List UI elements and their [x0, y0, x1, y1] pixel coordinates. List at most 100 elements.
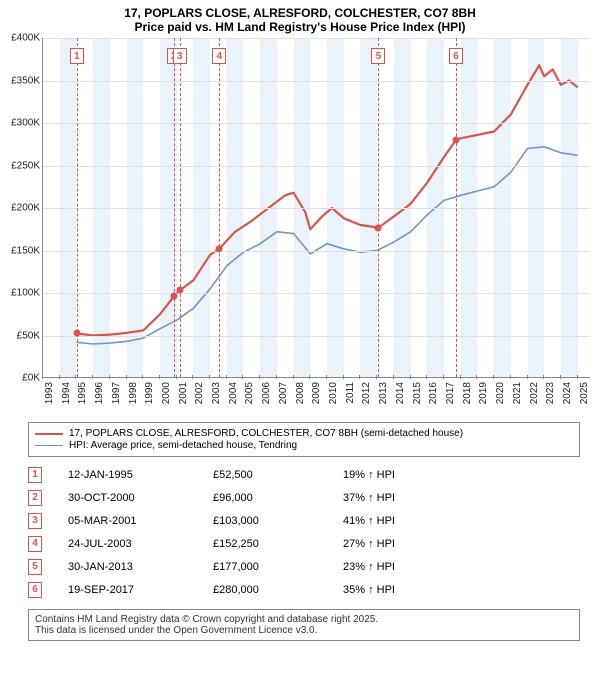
gridline	[43, 81, 590, 82]
sales-marker: 3	[28, 513, 42, 529]
x-tick-label: 2007	[278, 382, 289, 404]
x-tick-label: 2021	[512, 382, 523, 404]
sales-marker: 5	[28, 559, 42, 575]
title-line-1: 17, POPLARS CLOSE, ALRESFORD, COLCHESTER…	[0, 6, 600, 20]
sales-row: 112-JAN-1995£52,50019% ↑ HPI	[28, 463, 580, 486]
x-tick	[510, 375, 511, 379]
chart-area: £0K£50K£100K£150K£200K£250K£300K£350K£40…	[0, 38, 600, 418]
gridline	[43, 166, 590, 167]
sale-point	[176, 287, 183, 294]
event-marker: 1	[70, 48, 84, 64]
x-tick	[443, 375, 444, 379]
sales-date: 19-SEP-2017	[68, 584, 213, 596]
plot-area: 123456	[42, 38, 590, 378]
x-axis: 1993199419951996199719981999200020012002…	[42, 378, 590, 418]
x-tick-label: 2016	[428, 382, 439, 404]
sales-price: £52,500	[213, 469, 343, 481]
sales-price: £96,000	[213, 492, 343, 504]
sales-row: 230-OCT-2000£96,00037% ↑ HPI	[28, 486, 580, 509]
x-tick-label: 2009	[311, 382, 322, 404]
footer-line-1: Contains HM Land Registry data © Crown c…	[35, 614, 573, 625]
x-tick-label: 2013	[378, 382, 389, 404]
sales-delta: 19% ↑ HPI	[343, 469, 503, 481]
x-tick-label: 2005	[244, 382, 255, 404]
x-tick-label: 2022	[529, 382, 540, 404]
x-tick	[359, 375, 360, 379]
sales-date: 30-OCT-2000	[68, 492, 213, 504]
legend-swatch	[35, 433, 63, 435]
series-hpi	[76, 147, 577, 344]
x-tick-label: 1999	[144, 382, 155, 404]
sales-row: 305-MAR-2001£103,00041% ↑ HPI	[28, 509, 580, 532]
x-tick-label: 2014	[395, 382, 406, 404]
x-tick-label: 2024	[562, 382, 573, 404]
sales-date: 30-JAN-2013	[68, 561, 213, 573]
x-tick	[393, 375, 394, 379]
x-tick	[577, 375, 578, 379]
x-tick	[192, 375, 193, 379]
x-tick	[42, 375, 43, 379]
sales-delta: 27% ↑ HPI	[343, 538, 503, 550]
x-tick	[226, 375, 227, 379]
x-tick-label: 2004	[228, 382, 239, 404]
x-tick-label: 2020	[495, 382, 506, 404]
sales-date: 05-MAR-2001	[68, 515, 213, 527]
legend-item: HPI: Average price, semi-detached house,…	[35, 440, 573, 451]
legend-label: HPI: Average price, semi-detached house,…	[69, 440, 297, 451]
x-tick-label: 1998	[128, 382, 139, 404]
x-tick-label: 2015	[412, 382, 423, 404]
x-tick	[527, 375, 528, 379]
x-tick	[560, 375, 561, 379]
legend-label: 17, POPLARS CLOSE, ALRESFORD, COLCHESTER…	[69, 428, 463, 439]
x-tick	[543, 375, 544, 379]
x-tick	[209, 375, 210, 379]
y-tick-label: £50K	[17, 330, 40, 341]
event-line	[219, 38, 220, 377]
event-marker: 4	[212, 48, 226, 64]
event-marker: 6	[449, 48, 463, 64]
x-tick-label: 2025	[579, 382, 590, 404]
x-tick-label: 2012	[361, 382, 372, 404]
x-tick	[476, 375, 477, 379]
y-tick-label: £0K	[22, 373, 40, 384]
sales-marker: 4	[28, 536, 42, 552]
gridline	[43, 251, 590, 252]
sales-marker: 2	[28, 490, 42, 506]
event-line	[180, 38, 181, 377]
x-tick	[142, 375, 143, 379]
x-tick-label: 2002	[194, 382, 205, 404]
x-tick-label: 1997	[111, 382, 122, 404]
x-tick	[343, 375, 344, 379]
gridline	[43, 293, 590, 294]
y-tick-label: £400K	[11, 33, 40, 44]
gridline	[43, 123, 590, 124]
x-tick	[92, 375, 93, 379]
x-tick-label: 1994	[61, 382, 72, 404]
sale-point	[216, 245, 223, 252]
series-price_paid	[77, 65, 578, 335]
y-tick-label: £150K	[11, 245, 40, 256]
sales-row: 530-JAN-2013£177,00023% ↑ HPI	[28, 555, 580, 578]
x-tick-label: 1996	[94, 382, 105, 404]
x-tick-label: 2011	[345, 382, 356, 404]
sales-delta: 35% ↑ HPI	[343, 584, 503, 596]
x-tick	[109, 375, 110, 379]
event-marker: 3	[173, 48, 187, 64]
x-tick-label: 2017	[445, 382, 456, 404]
sale-point	[170, 293, 177, 300]
sales-delta: 23% ↑ HPI	[343, 561, 503, 573]
footer-line-2: This data is licensed under the Open Gov…	[35, 625, 573, 636]
sales-price: £103,000	[213, 515, 343, 527]
sales-date: 24-JUL-2003	[68, 538, 213, 550]
x-tick	[159, 375, 160, 379]
x-tick-label: 2023	[545, 382, 556, 404]
sales-row: 424-JUL-2003£152,25027% ↑ HPI	[28, 532, 580, 555]
x-tick	[176, 375, 177, 379]
x-tick	[460, 375, 461, 379]
x-tick	[259, 375, 260, 379]
x-tick	[276, 375, 277, 379]
x-tick	[426, 375, 427, 379]
x-tick-label: 1993	[44, 382, 55, 404]
legend-swatch	[35, 445, 63, 446]
sale-point	[453, 137, 460, 144]
